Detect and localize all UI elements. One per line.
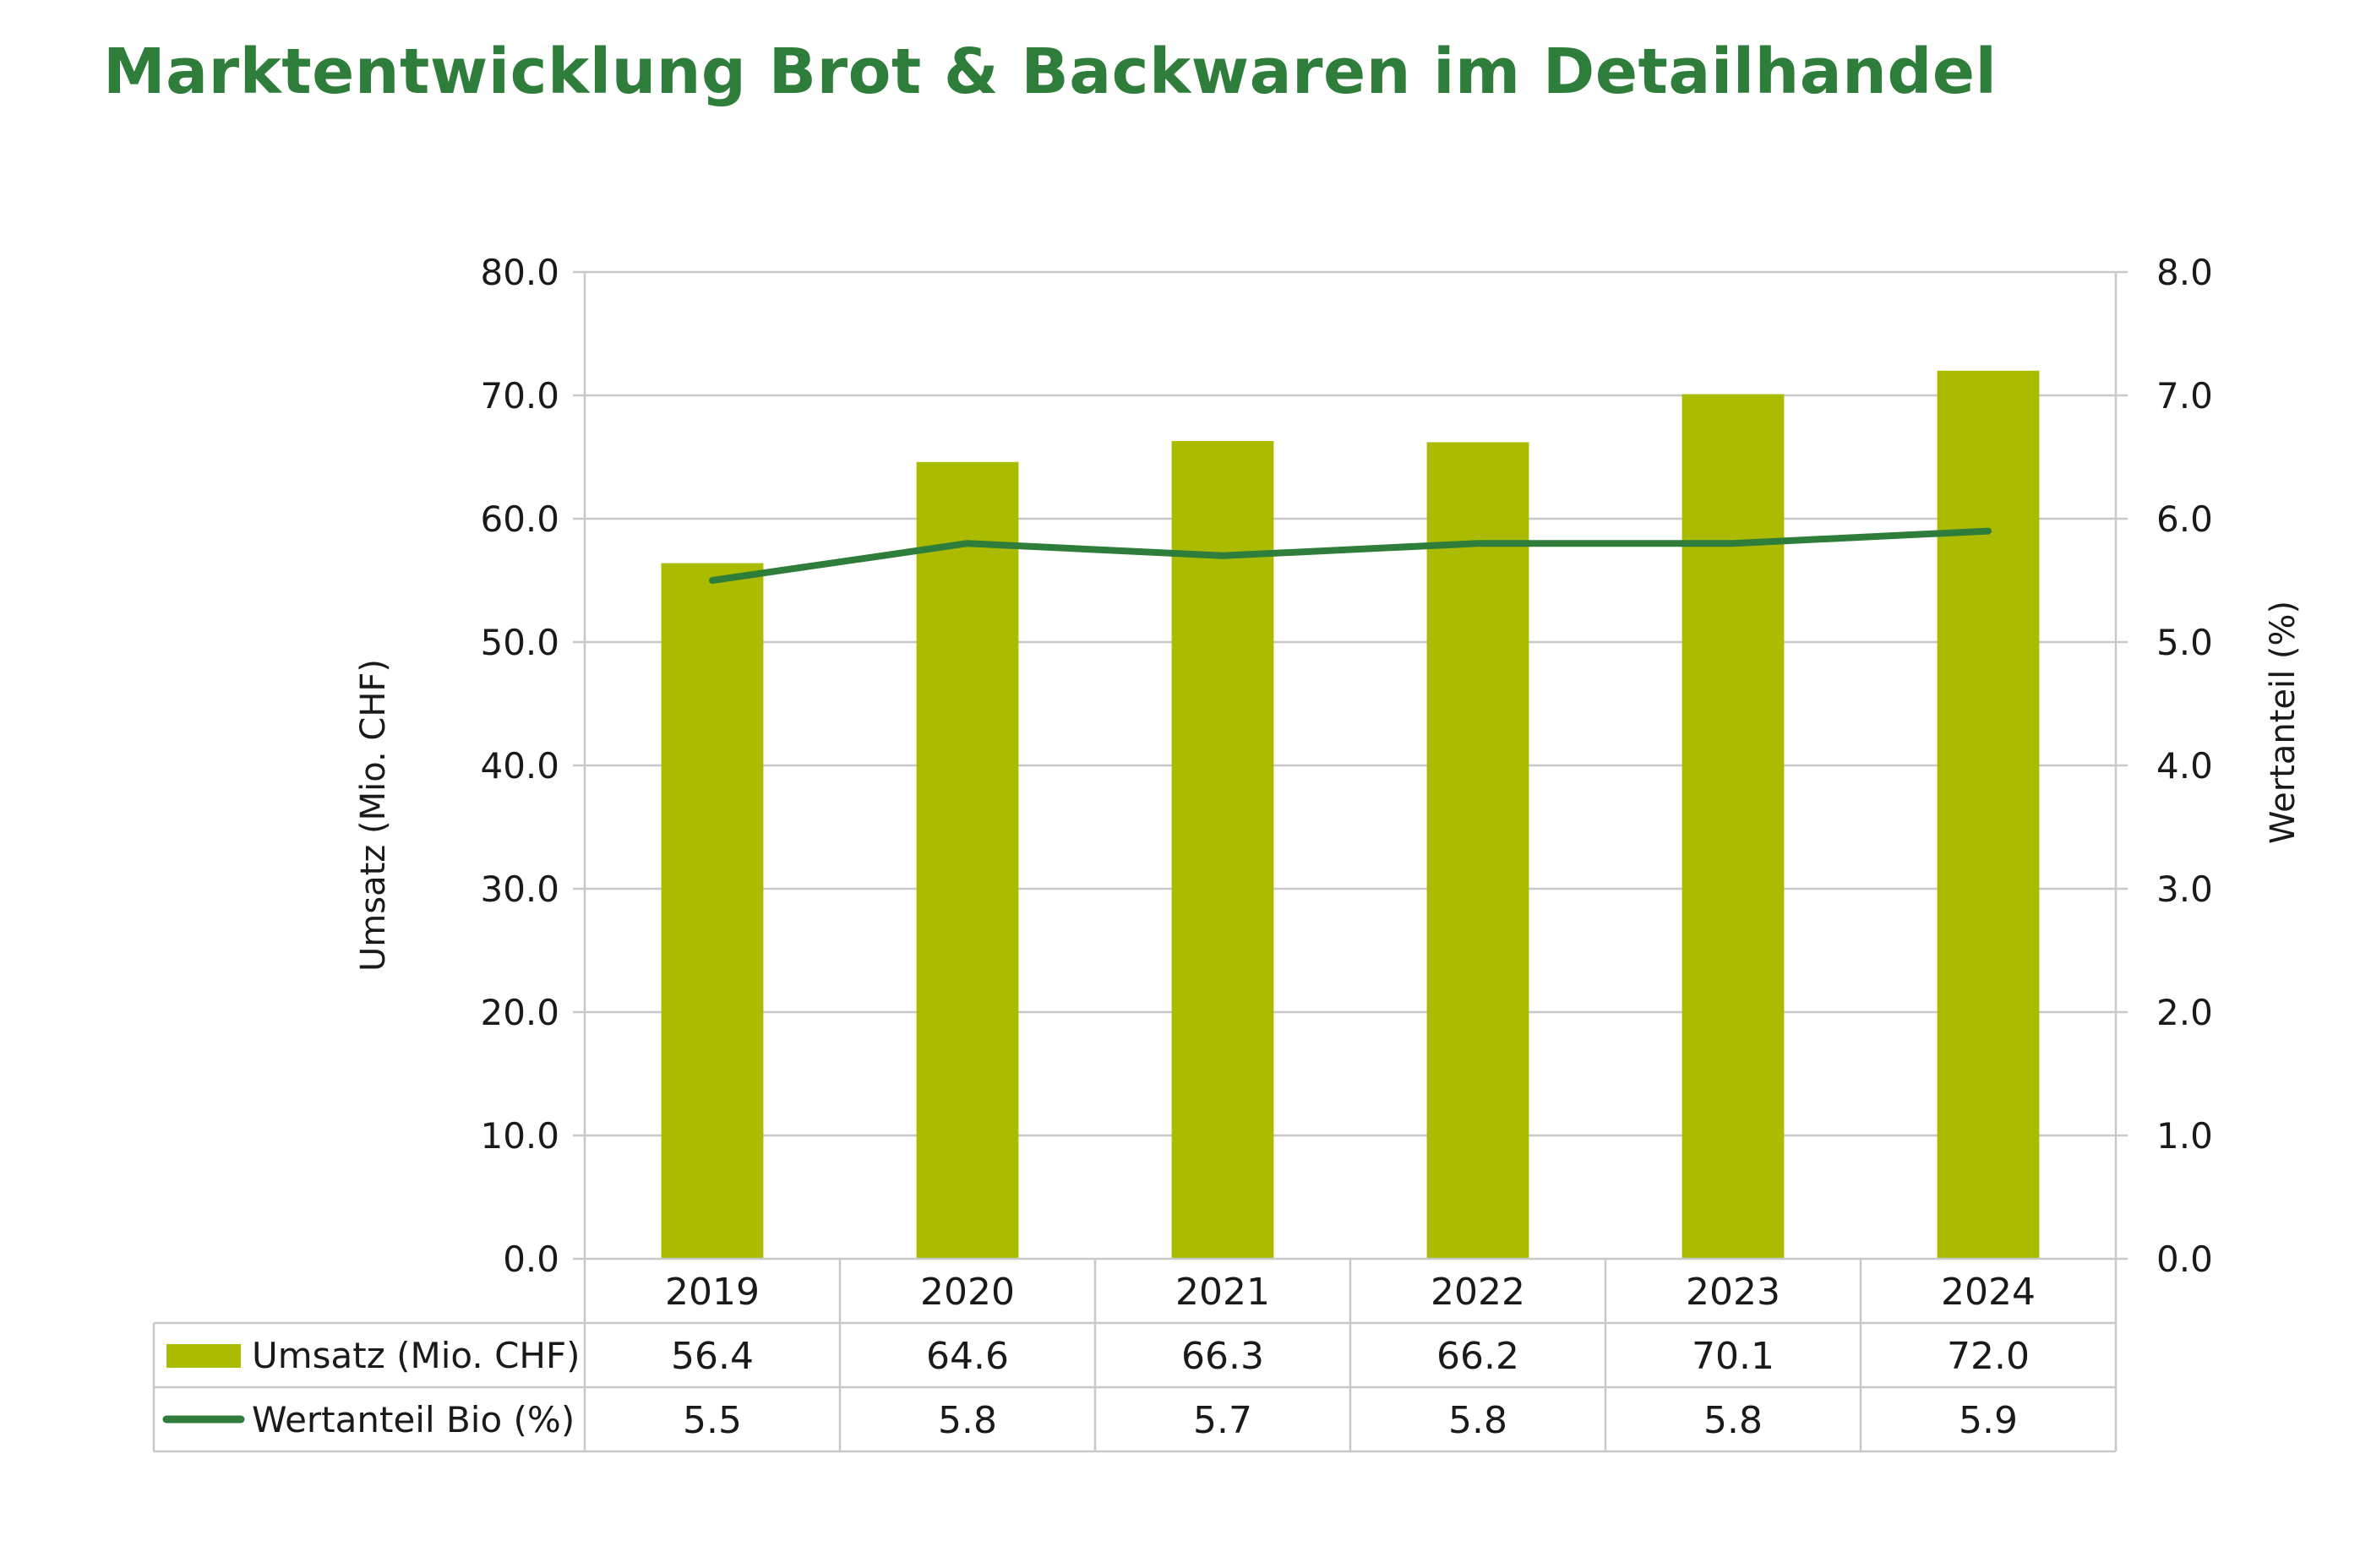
line-point (711, 580, 713, 581)
table-value: 5.8 (1448, 1399, 1507, 1442)
line-point (1732, 542, 1734, 545)
y2-axis-label: Wertanteil (%) (2264, 601, 2303, 844)
y-tick-label: 50.0 (480, 622, 559, 663)
y2-tick-label: 3.0 (2156, 868, 2213, 910)
table-value: 5.5 (683, 1399, 742, 1442)
x-tick-label: 2024 (1941, 1271, 2036, 1314)
y-tick-label: 0.0 (503, 1239, 559, 1280)
bar (661, 563, 764, 1259)
x-tick-label: 2020 (920, 1271, 1015, 1314)
y-tick-label: 70.0 (480, 375, 559, 416)
y2-tick-label: 6.0 (2156, 498, 2213, 540)
line-point (967, 542, 968, 545)
line-point (1222, 554, 1224, 557)
y2-tick-label: 0.0 (2156, 1239, 2213, 1280)
bar (1171, 441, 1274, 1259)
legend-label: Umsatz (Mio. CHF) (252, 1335, 580, 1376)
y2-tick-label: 7.0 (2156, 375, 2213, 416)
legend-swatch-bar (166, 1344, 241, 1368)
x-tick-label: 2019 (665, 1271, 760, 1314)
x-tick-label: 2021 (1175, 1271, 1270, 1314)
y2-tick-label: 1.0 (2156, 1115, 2213, 1157)
table-value: 66.2 (1436, 1335, 1519, 1378)
line-series (709, 527, 1992, 584)
y-tick-label: 20.0 (480, 992, 559, 1033)
line-point (1987, 530, 1989, 532)
y2-tick-label: 2.0 (2156, 992, 2213, 1033)
data-table: 2019 2020 2021 2022 2023 2024 Umsatz (Mio. CHF… (152, 1257, 2118, 1453)
table-value: 64.6 (926, 1335, 1009, 1378)
x-tick-label: 2023 (1686, 1271, 1780, 1314)
bar (916, 461, 1019, 1259)
y-axis-label: Umsatz (Mio. CHF) (354, 659, 393, 972)
table-value: 72.0 (1947, 1335, 2030, 1378)
series-line (709, 527, 1992, 584)
y2-tick-label: 8.0 (2156, 252, 2213, 293)
table-value: 5.8 (938, 1399, 997, 1442)
chart-title: Marktentwicklung Brot & Backwaren im Det… (103, 35, 1998, 108)
y-tick-label: 40.0 (480, 745, 559, 787)
table-value: 5.8 (1703, 1399, 1763, 1442)
axes: 0.0 10.0 20.0 30.0 40.0 50.0 60.0 70.0 80.0 0.0 1.… (480, 252, 2212, 1280)
y2-tick-label: 4.0 (2156, 745, 2213, 787)
table-value: 5.9 (1959, 1399, 2018, 1442)
y-tick-label: 10.0 (480, 1115, 559, 1157)
table-value: 70.1 (1692, 1335, 1774, 1378)
table-value: 5.7 (1193, 1399, 1252, 1442)
bar (1682, 394, 1785, 1259)
y2-tick-label: 5.0 (2156, 622, 2213, 663)
legend-label: Wertanteil Bio (%) (252, 1399, 575, 1440)
bar (1426, 442, 1529, 1259)
bar (1937, 370, 2040, 1259)
line-point (1477, 542, 1479, 545)
y-tick-label: 80.0 (480, 252, 559, 293)
bar-series (661, 370, 2040, 1259)
table-value: 66.3 (1181, 1335, 1264, 1378)
x-tick-label: 2022 (1431, 1271, 1525, 1314)
table-value: 56.4 (671, 1335, 754, 1378)
y-tick-label: 30.0 (480, 868, 559, 910)
gridlines (585, 270, 2116, 1137)
y-tick-label: 60.0 (480, 498, 559, 540)
